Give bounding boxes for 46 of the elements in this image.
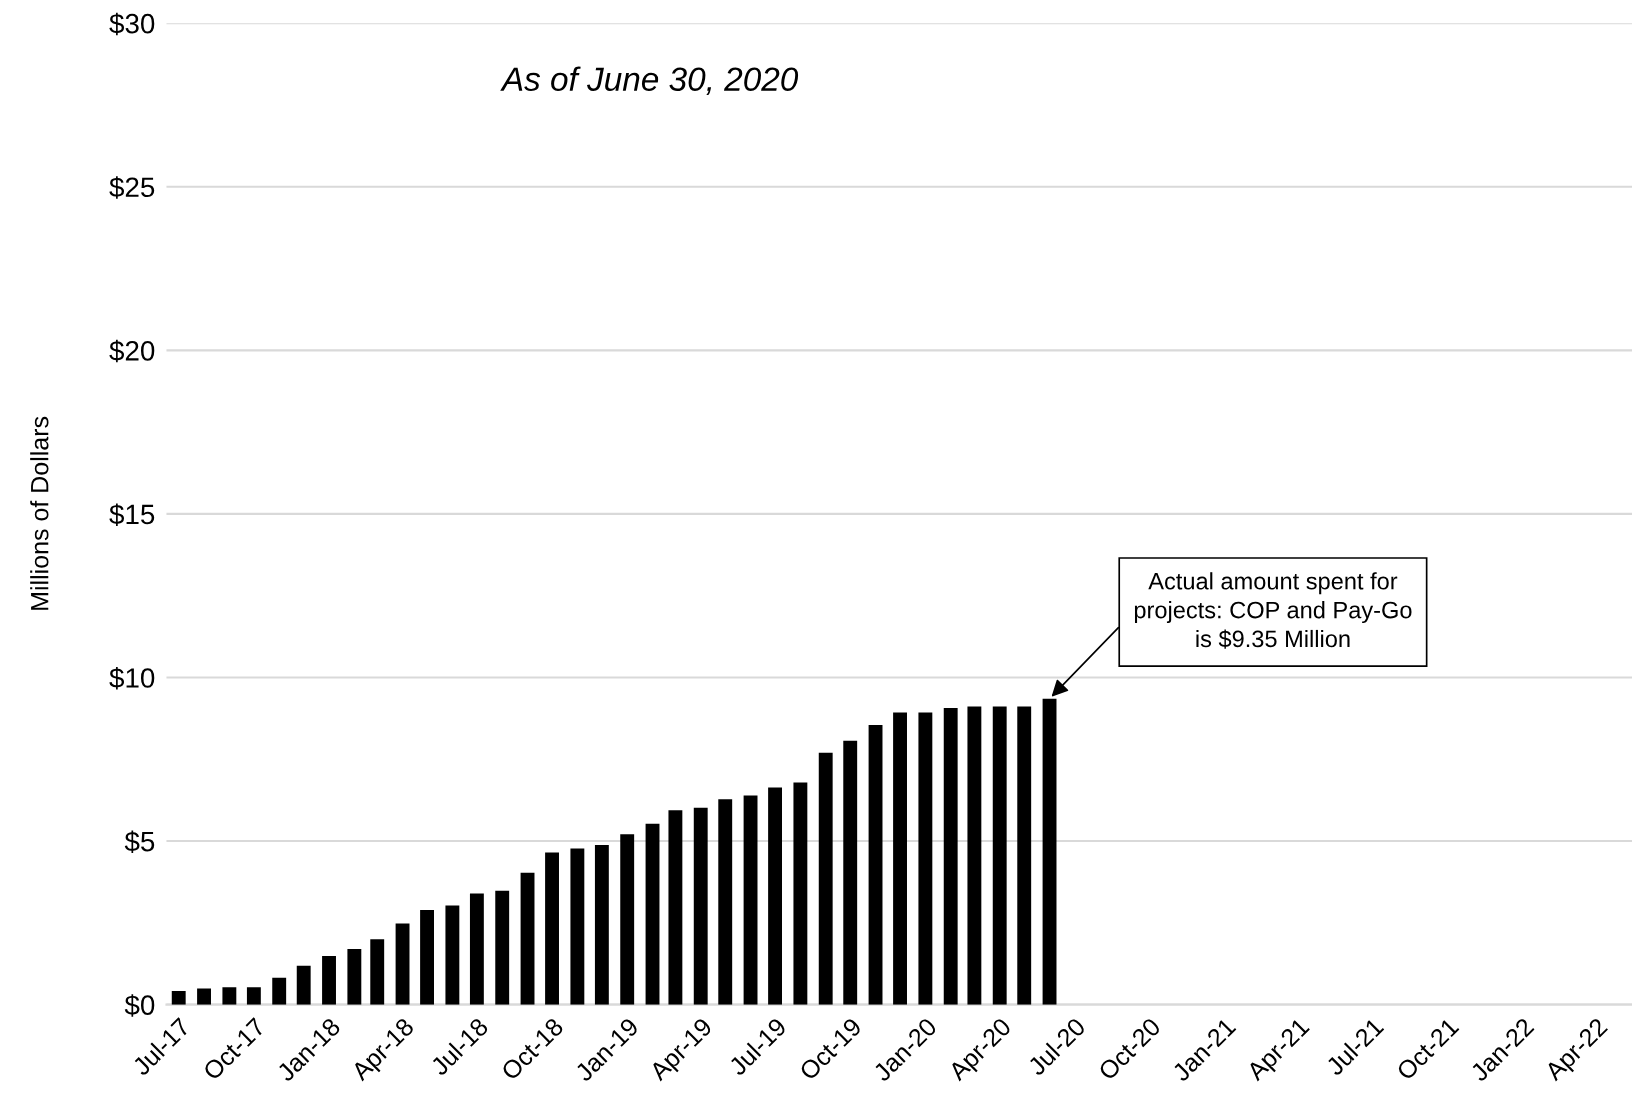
bar <box>1017 706 1032 1005</box>
bar <box>594 844 609 1005</box>
bar <box>347 949 362 1005</box>
bar <box>693 807 708 1005</box>
bar <box>668 810 683 1005</box>
y-tick-label: $5 <box>124 830 155 854</box>
bar <box>545 852 559 1005</box>
bar <box>570 848 585 1005</box>
bar <box>893 712 907 1005</box>
y-axis-title: Millions of Dollars <box>30 416 49 610</box>
bar <box>222 987 237 1005</box>
text: As of June 30, 2020 <box>500 66 799 95</box>
bar <box>868 724 883 1005</box>
y-tick-label: $15 <box>109 503 155 526</box>
bar <box>322 955 336 1005</box>
bar <box>645 823 660 1005</box>
y-tick-label: $25 <box>109 176 155 199</box>
bar <box>620 834 635 1005</box>
bar <box>992 706 1007 1005</box>
bar <box>445 905 460 1005</box>
bar <box>171 990 186 1005</box>
bar <box>793 782 808 1005</box>
bar <box>469 893 484 1005</box>
bar <box>197 988 211 1005</box>
y-tick-label: $30 <box>109 12 155 36</box>
y-tick-label: $0 <box>124 994 155 1017</box>
bar <box>718 799 733 1005</box>
bar <box>918 712 933 1005</box>
bar <box>520 872 535 1005</box>
bar <box>843 740 858 1005</box>
bar <box>943 707 958 1005</box>
bar <box>768 787 783 1005</box>
y-tick-label: $10 <box>109 666 155 690</box>
y-tick-label: $20 <box>109 339 155 363</box>
bar <box>967 706 982 1005</box>
bar <box>818 752 833 1005</box>
bar <box>1042 698 1057 1005</box>
bar <box>420 910 434 1005</box>
bar <box>246 987 261 1005</box>
bar <box>743 795 758 1005</box>
bar <box>370 939 385 1005</box>
annotation: Actual amount spent for projects: COP and Pay-Go is $9.35 Million <box>1134 572 1412 649</box>
bar <box>296 965 311 1005</box>
bar <box>395 923 410 1005</box>
bar <box>495 890 510 1005</box>
bar <box>272 977 287 1005</box>
